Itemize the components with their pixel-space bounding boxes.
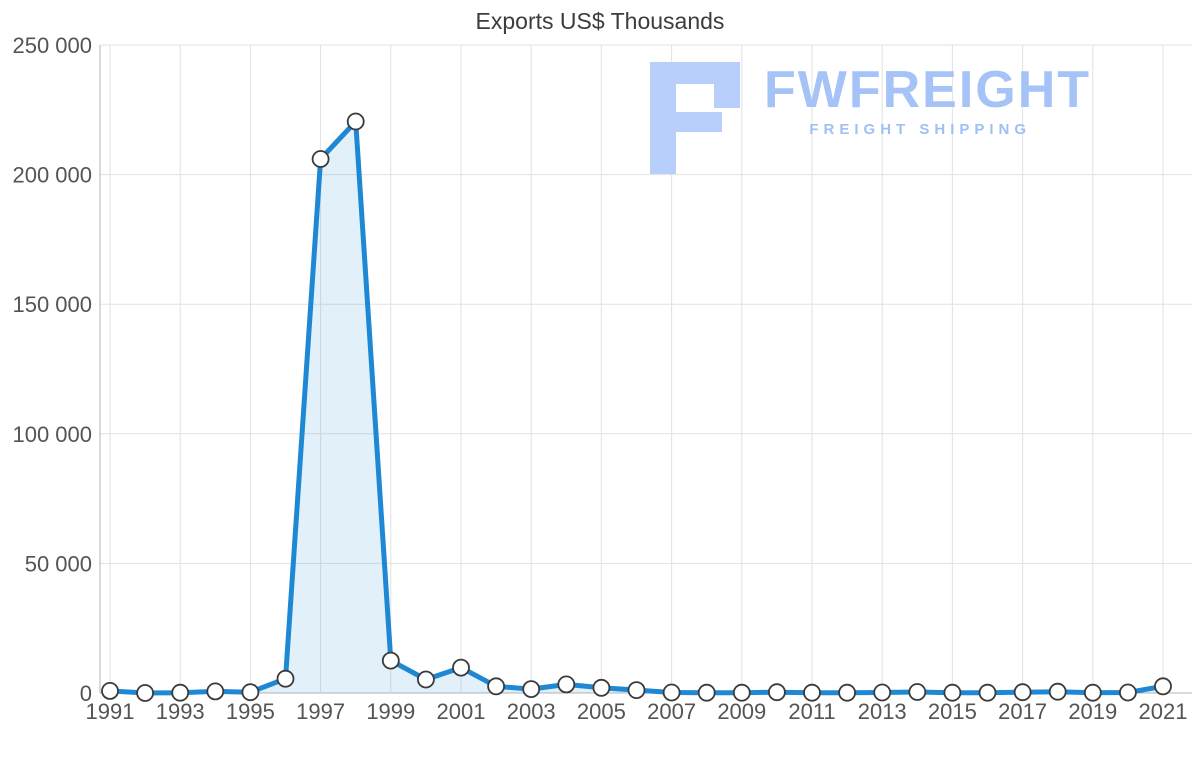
data-point-marker[interactable] xyxy=(557,675,576,694)
data-point-marker[interactable] xyxy=(662,683,681,702)
x-axis-tick-label: 2015 xyxy=(928,699,977,724)
chart-title: Exports US$ Thousands xyxy=(475,8,725,34)
data-point-marker[interactable] xyxy=(732,683,751,702)
data-point-marker[interactable] xyxy=(136,684,155,702)
x-axis-tick-label: 2007 xyxy=(647,699,696,724)
data-point-marker[interactable] xyxy=(206,682,225,701)
y-axis-tick-label: 150 000 xyxy=(12,292,92,317)
x-axis-tick-label: 2021 xyxy=(1139,699,1188,724)
y-axis-tick-label: 250 000 xyxy=(12,33,92,58)
data-point-marker[interactable] xyxy=(1083,683,1102,702)
data-point-marker[interactable] xyxy=(101,682,119,700)
data-point-marker[interactable] xyxy=(1119,683,1137,702)
x-axis-tick-label: 1999 xyxy=(366,699,415,724)
x-axis-tick-label: 1997 xyxy=(296,699,345,724)
x-axis-tick-label: 2013 xyxy=(858,699,907,724)
x-axis-tick-label: 2005 xyxy=(577,699,626,724)
data-point-marker[interactable] xyxy=(943,683,962,702)
data-point-marker[interactable] xyxy=(416,670,435,689)
data-point-marker[interactable] xyxy=(838,683,856,702)
data-point-marker[interactable] xyxy=(803,683,821,702)
data-point-marker[interactable] xyxy=(592,678,611,697)
x-axis-tick-label: 2011 xyxy=(788,699,835,724)
y-axis-tick-label: 50 000 xyxy=(25,551,92,576)
data-point-marker[interactable] xyxy=(873,683,892,702)
data-point-marker[interactable] xyxy=(311,150,330,168)
y-axis-tick-label: 0 xyxy=(80,681,92,706)
x-axis-tick-label: 1995 xyxy=(226,699,275,724)
x-axis-tick-label: 1991 xyxy=(86,699,135,724)
data-point-marker[interactable] xyxy=(1048,682,1067,701)
data-point-marker[interactable] xyxy=(522,680,541,698)
x-axis-tick-label: 2009 xyxy=(717,699,766,724)
data-point-marker[interactable] xyxy=(1154,677,1172,696)
data-point-marker[interactable] xyxy=(978,683,997,702)
data-point-marker[interactable] xyxy=(1013,683,1032,702)
data-point-marker[interactable] xyxy=(241,683,260,702)
data-point-marker[interactable] xyxy=(171,683,190,702)
data-point-marker[interactable] xyxy=(452,658,470,677)
x-axis-tick-label: 2019 xyxy=(1068,699,1117,724)
data-point-marker[interactable] xyxy=(276,669,295,688)
data-point-marker[interactable] xyxy=(487,677,506,696)
series-area-fill xyxy=(110,121,1163,693)
x-axis-tick-label: 2017 xyxy=(998,699,1047,724)
data-point-marker[interactable] xyxy=(381,651,400,670)
data-point-marker[interactable] xyxy=(697,683,716,702)
y-axis-tick-label: 100 000 xyxy=(12,422,92,447)
y-axis-tick-label: 200 000 xyxy=(12,163,92,188)
x-axis-tick-label: 2003 xyxy=(507,699,556,724)
data-point-marker[interactable] xyxy=(908,683,927,701)
series-line xyxy=(107,119,1166,696)
data-point-marker[interactable] xyxy=(346,112,365,131)
data-point-marker[interactable] xyxy=(768,683,786,702)
data-point-marker[interactable] xyxy=(627,681,646,699)
x-axis-tick-label: 2001 xyxy=(437,699,486,724)
x-axis-tick-label: 1993 xyxy=(156,699,205,724)
